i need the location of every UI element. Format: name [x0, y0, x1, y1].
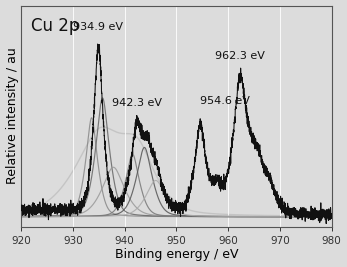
X-axis label: Binding energy / eV: Binding energy / eV	[115, 249, 238, 261]
Text: 934.9 eV: 934.9 eV	[73, 22, 124, 32]
Text: 942.3 eV: 942.3 eV	[112, 98, 162, 108]
Text: Cu 2p: Cu 2p	[31, 17, 79, 35]
Text: 962.3 eV: 962.3 eV	[215, 51, 265, 61]
Y-axis label: Relative intensity / au: Relative intensity / au	[6, 48, 18, 184]
Text: 954.6 eV: 954.6 eV	[200, 96, 250, 107]
